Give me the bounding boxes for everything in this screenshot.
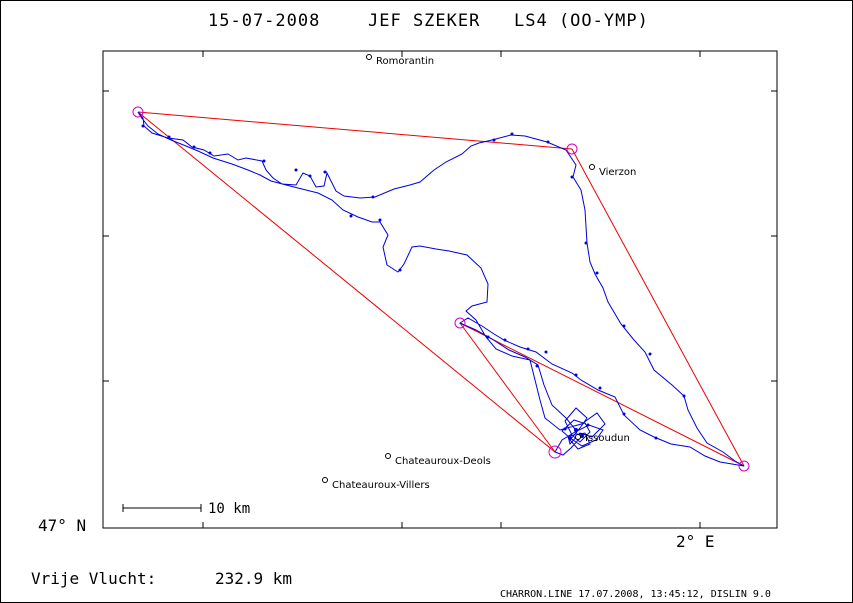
place-chateauroux-villers: Chateauroux-Villers — [332, 480, 430, 491]
turnpoint-start — [132, 106, 144, 118]
scale-bar — [122, 504, 202, 512]
plot-area — [102, 50, 778, 529]
pilot-name: JEF SZEKER — [368, 11, 480, 31]
lon-label: 2° E — [676, 532, 715, 551]
distance-value: 232.9 km — [215, 569, 292, 588]
place-issoudun: Issoudun — [585, 433, 630, 444]
turnpoint-1 — [566, 143, 578, 155]
glider-id: LS4 (OO-YMP) — [514, 11, 649, 31]
task-lines — [137, 111, 745, 467]
place-vierzon: Vierzon — [599, 167, 636, 178]
flight-date: 15-07-2008 — [208, 11, 320, 31]
turnpoint-3 — [454, 317, 466, 329]
distance-label: Vrije Vlucht: — [31, 569, 156, 588]
flight-track — [137, 111, 745, 467]
turnpoint-finish — [548, 445, 562, 459]
credit-line: CHARRON.LINE 17.07.2008, 13:45:12, DISLI… — [500, 589, 771, 600]
turnpoint-2 — [738, 460, 750, 472]
lat-label: 47° N — [38, 516, 86, 535]
track-points — [141, 124, 686, 440]
place-markers — [322, 54, 595, 483]
place-romorantin: Romorantin — [376, 56, 434, 67]
turnpoints — [132, 106, 750, 472]
axis-ticks — [103, 51, 777, 528]
scale-bar-label: 10 km — [208, 501, 250, 517]
place-chateauroux-deols: Chateauroux-Deols — [395, 456, 491, 467]
